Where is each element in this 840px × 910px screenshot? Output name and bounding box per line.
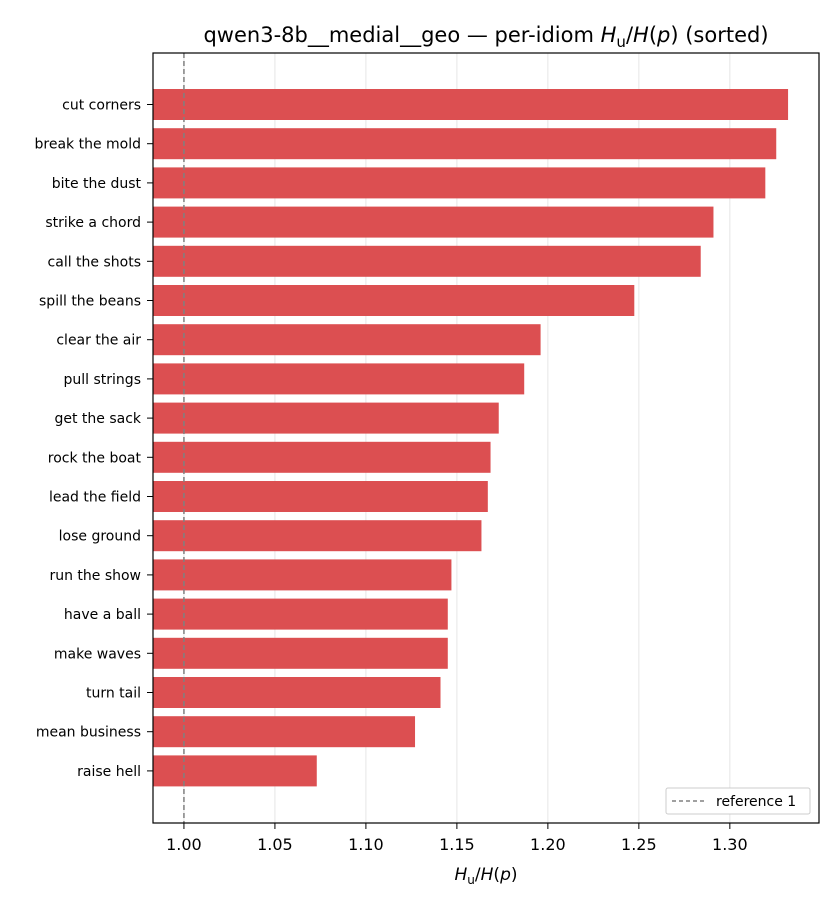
y-tick-label: break the mold: [35, 137, 142, 153]
bar: [153, 598, 448, 630]
y-tick-label: have a ball: [64, 607, 141, 623]
legend: reference 1: [665, 787, 811, 815]
x-tick-label: 1.05: [257, 835, 293, 854]
chart-title: qwen3-8b__medial__geo — per-idiom Hu/H(p…: [203, 23, 768, 51]
y-tick-label: raise hell: [77, 764, 141, 780]
bar: [153, 402, 499, 434]
plot-frame: [152, 52, 820, 824]
y-tick-label: call the shots: [48, 254, 141, 270]
bar: [153, 128, 777, 160]
y-tick-label: spill the beans: [39, 294, 141, 310]
bar: [153, 755, 317, 787]
bar: [153, 245, 701, 277]
bar: [153, 637, 448, 669]
bar: [153, 206, 714, 238]
legend-reference-label: reference 1: [716, 794, 796, 810]
x-axis-ticks: 1.00 1.05 1.10 1.15 1.20 1.25 1.30: [166, 823, 748, 854]
bar: [153, 520, 482, 552]
y-tick-label: cut corners: [62, 98, 141, 114]
x-tick-label: 1.10: [348, 835, 384, 854]
y-tick-label: make waves: [54, 646, 141, 662]
y-tick-label: get the sack: [54, 411, 141, 427]
x-tick-label: 1.00: [166, 835, 202, 854]
bar: [153, 481, 488, 512]
y-tick-label: pull strings: [64, 372, 141, 388]
x-tick-label: 1.20: [530, 835, 566, 854]
bar: [153, 363, 525, 395]
x-tick-label: 1.15: [439, 835, 475, 854]
bar: [153, 677, 441, 708]
y-tick-label: run the show: [49, 568, 141, 584]
y-tick-label: rock the boat: [48, 450, 142, 466]
y-tick-label: strike a chord: [45, 215, 141, 231]
x-tick-label: 1.30: [712, 835, 748, 854]
legend-box: [665, 787, 811, 815]
x-axis-label: Hu/H(p): [454, 865, 517, 887]
bar: [153, 324, 541, 356]
y-axis-ticks: cut corners break the mold bite the dust st…: [35, 98, 153, 780]
y-tick-label: lead the field: [49, 490, 141, 506]
bar: [153, 559, 452, 591]
y-tick-label: turn tail: [86, 686, 141, 702]
bar: [153, 441, 491, 473]
bar: [153, 716, 416, 748]
bar: [153, 89, 789, 120]
y-tick-label: bite the dust: [52, 176, 142, 192]
y-tick-label: mean business: [36, 725, 141, 741]
bars: [153, 89, 789, 787]
x-tick-label: 1.25: [621, 835, 657, 854]
y-tick-label: clear the air: [56, 333, 141, 349]
y-tick-label: lose ground: [59, 529, 141, 545]
bar: [153, 167, 766, 199]
bar: [153, 285, 635, 316]
